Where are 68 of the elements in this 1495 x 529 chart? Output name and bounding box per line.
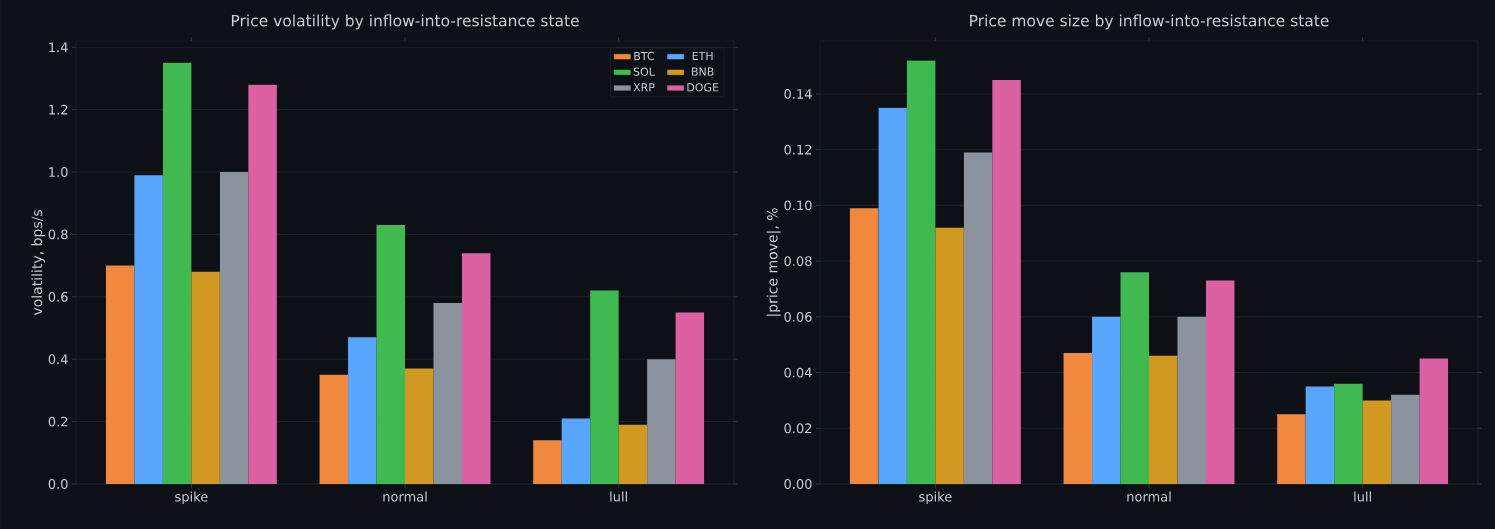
x-tick-label: lull [1354,491,1371,502]
y-tick-label: 0.02 [784,423,812,434]
bar [849,208,879,484]
bar [248,84,277,484]
bar [405,368,434,484]
bar [647,359,676,484]
chart-title: Price move size by inflow-into-resistance state [970,14,1329,30]
legend-label: DOGE [687,83,719,92]
y-tick-label: 1.0 [49,167,68,177]
bar [1334,383,1363,484]
bar [461,253,491,484]
bar [561,418,591,484]
bar [105,265,135,484]
bar [162,62,192,484]
x-tick-label: normal [383,491,427,502]
y-tick-label: 0.08 [784,256,812,267]
y-tick-label: 0.8 [48,229,68,240]
bar [590,290,619,484]
legend-label: BTC [634,51,655,61]
x-tick-label: lull [610,491,627,502]
y-tick-label: 0.6 [48,291,68,302]
bar [906,60,936,484]
legend-label: BNB [692,67,714,76]
bar [219,172,249,484]
x-tick-label: normal [1127,491,1171,502]
bar [1063,353,1093,484]
y-tick-label: 0.04 [784,367,812,378]
legend-label: SOL [633,67,655,76]
bar [191,271,220,484]
bar [1092,316,1121,484]
bar [1419,358,1449,484]
y-axis-title: volatility, bps/s [31,210,45,316]
bar [533,440,562,484]
bar [348,337,377,484]
bar [935,227,964,484]
bar [1362,400,1392,484]
bar [376,225,406,484]
bar [1177,316,1206,484]
y-tick-label: 0.10 [784,200,812,211]
y-tick-label: 0.06 [784,311,812,322]
bar [618,424,648,484]
y-tick-label: 0.00 [784,479,812,489]
bar [963,152,993,484]
y-tick-label: 0.12 [784,144,812,155]
y-tick-label: 0.14 [784,89,812,99]
bar [992,80,1021,484]
y-tick-label: 1.4 [49,42,68,52]
legend-label: XRP [633,83,655,92]
bar [1305,386,1335,484]
y-tick-label: 0.0 [48,479,68,489]
bar [1120,272,1150,484]
y-tick-label: 0.4 [48,354,68,365]
bar [1205,280,1235,484]
y-axis-title: |price move|, % [766,208,781,316]
bar [134,175,163,484]
bar [675,312,705,484]
y-tick-label: 1.2 [49,104,68,115]
bar [1391,394,1420,484]
legend-label: ETH [692,51,713,60]
chart-title: Price volatility by inflow-into-resistance state [231,14,579,30]
bar [319,374,349,484]
x-tick-label: spike [919,491,952,505]
bar [1149,355,1178,484]
y-tick-label: 0.2 [48,416,68,427]
bar [1277,414,1306,484]
x-tick-label: spike [175,491,208,505]
bar [878,107,907,484]
bar [433,303,462,484]
